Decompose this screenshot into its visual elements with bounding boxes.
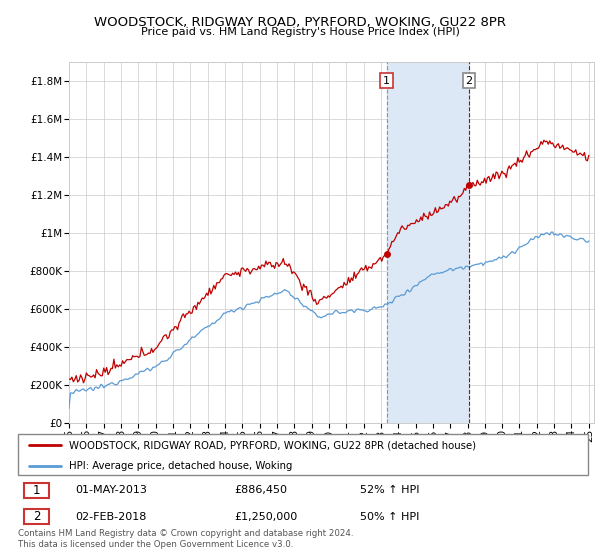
- Text: HPI: Average price, detached house, Woking: HPI: Average price, detached house, Woki…: [70, 461, 293, 471]
- Text: 2: 2: [466, 76, 473, 86]
- Text: 1: 1: [383, 76, 390, 86]
- Text: WOODSTOCK, RIDGWAY ROAD, PYRFORD, WOKING, GU22 8PR (detached house): WOODSTOCK, RIDGWAY ROAD, PYRFORD, WOKING…: [70, 441, 476, 450]
- Text: 1: 1: [33, 484, 40, 497]
- Text: 01-MAY-2013: 01-MAY-2013: [75, 486, 147, 496]
- Text: £1,250,000: £1,250,000: [235, 511, 298, 521]
- Text: Price paid vs. HM Land Registry's House Price Index (HPI): Price paid vs. HM Land Registry's House …: [140, 27, 460, 37]
- FancyBboxPatch shape: [24, 483, 49, 498]
- Text: £886,450: £886,450: [235, 486, 287, 496]
- Text: Contains HM Land Registry data © Crown copyright and database right 2024.
This d: Contains HM Land Registry data © Crown c…: [18, 529, 353, 549]
- Text: 50% ↑ HPI: 50% ↑ HPI: [360, 511, 419, 521]
- Bar: [386, 62, 469, 423]
- Text: 52% ↑ HPI: 52% ↑ HPI: [360, 486, 419, 496]
- Text: WOODSTOCK, RIDGWAY ROAD, PYRFORD, WOKING, GU22 8PR: WOODSTOCK, RIDGWAY ROAD, PYRFORD, WOKING…: [94, 16, 506, 29]
- FancyBboxPatch shape: [24, 508, 49, 524]
- Text: 2: 2: [33, 510, 40, 523]
- FancyBboxPatch shape: [18, 434, 588, 475]
- Text: 02-FEB-2018: 02-FEB-2018: [75, 511, 146, 521]
